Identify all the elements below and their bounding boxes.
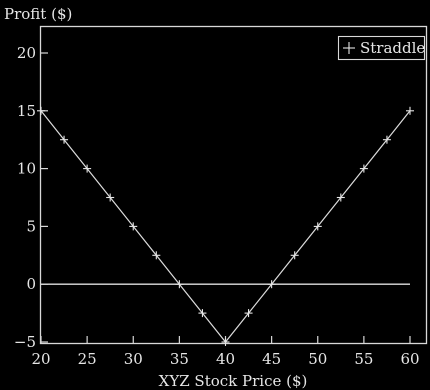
data-point: [336, 193, 345, 202]
data-point: [83, 164, 92, 173]
x-tick-label: 50: [308, 350, 327, 368]
straddle-line: [40, 110, 411, 343]
y-tick-label: 10: [17, 160, 36, 178]
data-point: [406, 106, 414, 115]
data-point: [244, 309, 253, 318]
data-point: [106, 193, 115, 202]
straddle-markers: [37, 106, 414, 346]
data-point: [175, 280, 184, 289]
x-tick-label: 25: [78, 350, 97, 368]
data-point: [198, 309, 207, 318]
x-tick-label: 60: [400, 350, 419, 368]
legend-label: Straddle: [360, 39, 425, 57]
y-tick-label: −5: [14, 333, 36, 351]
x-tick-label: 35: [170, 350, 189, 368]
y-tick-label: 20: [17, 44, 36, 62]
y-tick-label: 0: [26, 275, 36, 293]
x-axis-title: XYZ Stock Price ($): [159, 372, 308, 390]
data-point: [152, 251, 161, 260]
x-tick-label: 20: [31, 350, 50, 368]
data-point: [290, 251, 299, 260]
data-point: [221, 338, 230, 346]
legend-box: [337, 35, 426, 61]
y-tick-label: 5: [26, 217, 36, 235]
y-tick-label: 15: [17, 102, 36, 120]
x-tick-label: 55: [354, 350, 373, 368]
data-point: [267, 280, 276, 289]
y-ticks: −5 0 5 10 15 20: [14, 44, 48, 351]
x-ticks: 20 25 30 35 40 45 50 55 60: [31, 336, 420, 368]
data-point: [37, 106, 45, 115]
data-point: [359, 164, 368, 173]
x-tick-label: 45: [262, 350, 281, 368]
x-tick-label: 40: [216, 350, 235, 368]
data-point: [129, 222, 138, 231]
data-point: [382, 135, 391, 144]
plot-frame: [39, 25, 428, 345]
data-point: [60, 135, 69, 144]
y-axis-title: Profit ($): [4, 5, 72, 23]
x-tick-label: 30: [124, 350, 143, 368]
legend: Straddle: [337, 35, 426, 61]
data-point: [313, 222, 322, 231]
